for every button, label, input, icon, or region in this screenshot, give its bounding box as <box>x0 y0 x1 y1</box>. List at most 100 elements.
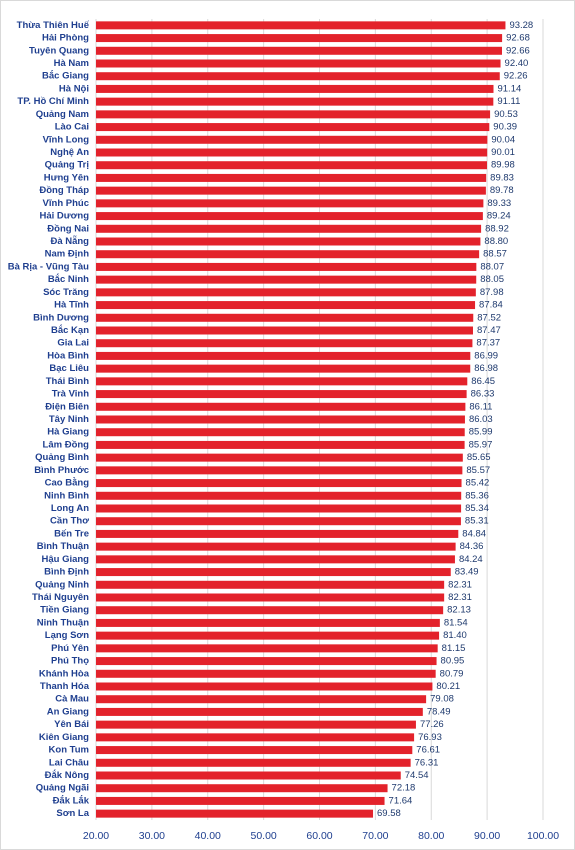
value-label: 81.40 <box>443 630 467 641</box>
bar <box>96 402 466 411</box>
category-label: Tiền Giang <box>40 605 89 616</box>
bar <box>96 504 462 513</box>
bar <box>96 593 445 602</box>
category-label: Bà Rịa - Vũng Tàu <box>8 261 89 272</box>
category-label: Bình Phước <box>34 465 89 476</box>
bar <box>96 657 437 666</box>
bar <box>96 313 474 322</box>
category-label: Quảng Bình <box>35 452 89 463</box>
value-label: 85.31 <box>465 516 489 527</box>
bar <box>96 618 440 627</box>
bar <box>96 720 416 729</box>
bar <box>96 326 473 335</box>
category-label: Bình Thuận <box>37 541 89 552</box>
value-label: 92.26 <box>504 71 528 82</box>
bar <box>96 479 462 488</box>
category-label: Bạc Liêu <box>49 363 89 374</box>
value-label: 72.18 <box>392 783 416 794</box>
category-label: Sóc Trăng <box>43 287 89 298</box>
category-label: Kiên Giang <box>39 732 89 743</box>
bar <box>96 555 455 564</box>
bar <box>96 212 483 221</box>
value-label: 88.57 <box>483 249 507 260</box>
bar <box>96 758 411 767</box>
value-label: 89.24 <box>487 211 511 222</box>
category-label: Long An <box>51 503 89 514</box>
value-label: 85.97 <box>469 439 493 450</box>
category-label: Yên Bái <box>54 719 89 730</box>
value-label: 86.45 <box>471 376 495 387</box>
value-label: 89.33 <box>487 198 511 209</box>
bar <box>96 351 471 360</box>
bar <box>96 262 477 271</box>
bar <box>96 148 488 157</box>
value-label: 85.57 <box>466 465 490 476</box>
value-label: 88.07 <box>480 261 504 272</box>
value-label: 89.78 <box>490 185 514 196</box>
category-label: Hậu Giang <box>41 554 89 565</box>
category-label: Hà Tĩnh <box>54 300 89 311</box>
category-label: Hải Dương <box>39 211 89 222</box>
value-label: 88.05 <box>480 274 504 285</box>
value-label: 88.80 <box>484 236 508 247</box>
value-label: 76.61 <box>416 745 440 756</box>
category-label: Đắk Nông <box>45 769 90 781</box>
bar <box>96 784 388 793</box>
bar <box>96 707 423 716</box>
bar <box>96 631 440 640</box>
value-label: 92.68 <box>506 33 530 44</box>
category-label: Hải Phòng <box>42 33 89 44</box>
category-label: Bình Định <box>44 567 89 578</box>
category-label: Quảng Ngãi <box>36 783 89 794</box>
x-tick-label: 80.00 <box>418 830 444 842</box>
bar <box>96 695 427 704</box>
category-label: Ninh Bình <box>44 490 89 501</box>
bar <box>96 580 445 589</box>
bar <box>96 237 481 246</box>
category-label: Quảng Trị <box>45 160 89 171</box>
value-label: 90.39 <box>493 122 517 133</box>
value-label: 91.11 <box>497 96 520 107</box>
category-label: Thái Nguyên <box>32 592 89 603</box>
value-label: 88.92 <box>485 223 509 234</box>
category-label: Quảng Nam <box>36 109 89 120</box>
bar <box>96 453 463 462</box>
category-label: Sơn La <box>56 808 89 819</box>
value-label: 82.31 <box>448 579 472 590</box>
value-label: 79.08 <box>430 694 454 705</box>
bar <box>96 746 413 755</box>
category-label: Vĩnh Phúc <box>43 198 89 209</box>
bar <box>96 288 476 297</box>
x-tick-label: 70.00 <box>362 830 388 842</box>
category-label: Đắk Lắk <box>53 794 90 806</box>
value-label: 80.79 <box>440 668 464 679</box>
category-label: Tây Ninh <box>49 414 89 425</box>
category-label: Bắc Kạn <box>51 324 89 336</box>
bar <box>96 161 488 170</box>
value-label: 74.54 <box>405 770 429 781</box>
bar <box>96 377 468 386</box>
x-tick-label: 100.00 <box>527 830 559 842</box>
value-label: 89.83 <box>490 172 514 183</box>
bar <box>96 275 477 284</box>
bar <box>96 84 494 93</box>
bar <box>96 644 438 653</box>
value-label: 80.95 <box>441 656 465 667</box>
category-label: TP. Hồ Chí Minh <box>17 96 89 107</box>
category-label: Bắc Ninh <box>48 273 89 285</box>
category-label: Gia Lai <box>57 338 89 349</box>
bar <box>96 173 487 182</box>
value-label: 89.98 <box>491 160 515 171</box>
bar <box>96 186 486 195</box>
bar <box>96 682 433 691</box>
category-label: Vĩnh Long <box>43 134 90 145</box>
category-label: Lạng Sơn <box>45 630 89 641</box>
bar <box>96 809 374 818</box>
category-label: Đồng Nai <box>47 223 89 234</box>
category-label: Thừa Thiên Huế <box>17 20 90 31</box>
value-label: 85.99 <box>469 427 493 438</box>
category-label: Đồng Tháp <box>39 185 89 196</box>
category-label: Nam Định <box>45 249 90 260</box>
category-label: Phú Yên <box>51 643 89 654</box>
value-label: 86.03 <box>469 414 493 425</box>
